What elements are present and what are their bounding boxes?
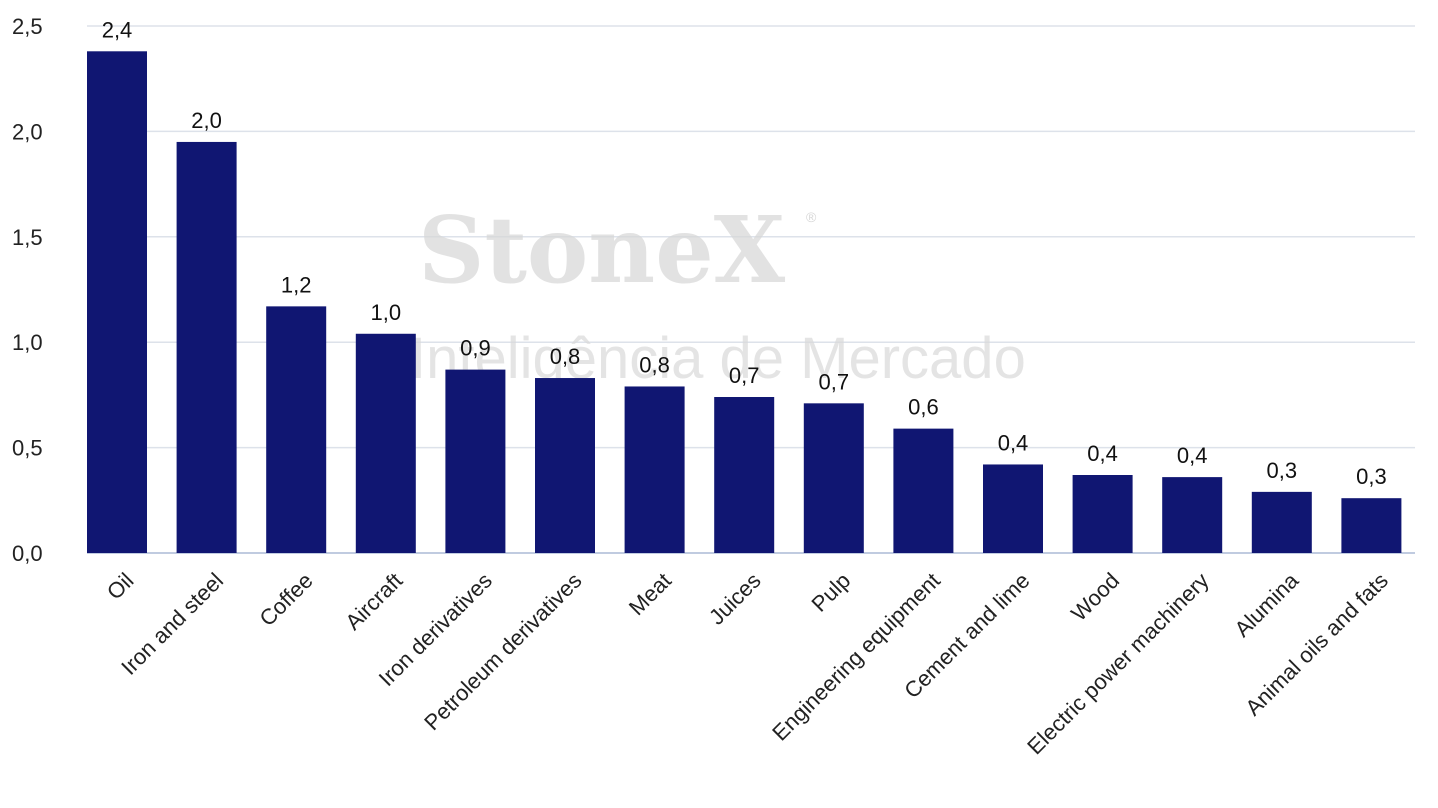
x-tick-label: Pulp bbox=[807, 568, 856, 617]
x-tick-label: Oil bbox=[102, 568, 139, 605]
bar bbox=[1072, 475, 1133, 553]
data-label: 0,6 bbox=[908, 395, 939, 420]
data-label: 2,0 bbox=[191, 108, 222, 133]
bar bbox=[893, 428, 954, 553]
bar bbox=[1341, 498, 1402, 553]
x-tick-label: Juices bbox=[704, 568, 766, 630]
data-label: 1,0 bbox=[371, 300, 402, 325]
data-label: 0,4 bbox=[998, 430, 1029, 455]
data-label: 0,3 bbox=[1356, 464, 1387, 489]
x-tick-label: Engineering equipment bbox=[767, 568, 945, 746]
bar bbox=[714, 397, 775, 553]
bars bbox=[87, 51, 1402, 554]
data-label: 0,3 bbox=[1267, 458, 1298, 483]
x-tick-label: Meat bbox=[624, 568, 676, 620]
x-tick-label: Alumina bbox=[1229, 567, 1303, 641]
y-tick-label: 2,5 bbox=[12, 14, 43, 39]
bar bbox=[266, 306, 327, 553]
data-label: 1,2 bbox=[281, 272, 312, 297]
data-label: 0,9 bbox=[460, 336, 491, 361]
data-labels: 2,4 2,0 1,2 1,0 0,9 0,8 0,8 0,7 0,7 0,6 0,4 0,4 0,4 0… bbox=[102, 17, 1387, 489]
data-label: 0,4 bbox=[1087, 441, 1118, 466]
x-tick-label: Petroleum derivatives bbox=[419, 568, 586, 735]
bar bbox=[87, 51, 147, 554]
bar bbox=[445, 369, 506, 553]
x-tick-label: Wood bbox=[1066, 568, 1124, 626]
y-tick-label: 2,0 bbox=[12, 119, 43, 144]
watermark: StoneX ® Inteligência de Mercado bbox=[410, 196, 1026, 391]
y-tick-label: 0,0 bbox=[12, 541, 43, 566]
bar bbox=[803, 403, 864, 553]
y-tick-label: 1,5 bbox=[12, 225, 43, 250]
bar bbox=[983, 464, 1043, 553]
data-label: 0,8 bbox=[639, 352, 670, 377]
data-label: 0,8 bbox=[550, 344, 581, 369]
y-axis-ticks: 0,0 0,5 1,0 1,5 2,0 2,5 bbox=[12, 14, 43, 566]
data-label: 0,4 bbox=[1177, 443, 1208, 468]
watermark-registered-mark: ® bbox=[806, 209, 817, 225]
watermark-tagline: Inteligência de Mercado bbox=[410, 326, 1026, 391]
data-label: 0,7 bbox=[819, 369, 850, 394]
bar bbox=[1162, 477, 1223, 553]
x-tick-label: Electric power machinery bbox=[1022, 568, 1213, 759]
data-label: 0,7 bbox=[729, 363, 760, 388]
y-tick-label: 1,0 bbox=[12, 330, 43, 355]
watermark-brand: StoneX bbox=[418, 196, 786, 304]
bar bbox=[1251, 491, 1312, 553]
bar bbox=[624, 386, 685, 553]
x-tick-label: Aircraft bbox=[340, 568, 407, 635]
bar bbox=[176, 141, 237, 553]
data-label: 2,4 bbox=[102, 17, 133, 42]
x-tick-label: Coffee bbox=[255, 568, 318, 631]
y-tick-label: 0,5 bbox=[12, 436, 43, 461]
bar bbox=[355, 333, 416, 553]
bar bbox=[535, 378, 595, 553]
